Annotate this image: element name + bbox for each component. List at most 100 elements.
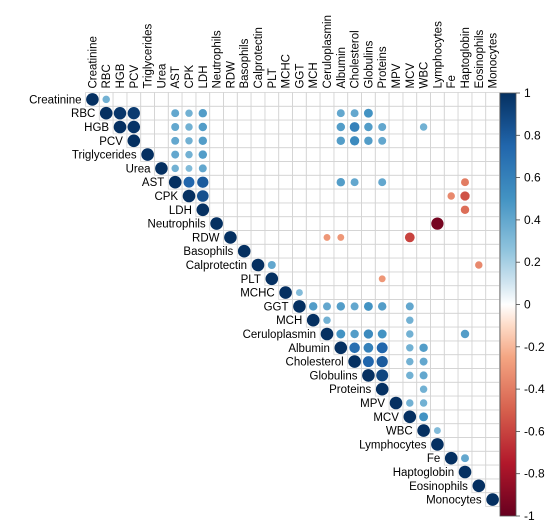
grid-cell [430, 285, 445, 300]
grid-cell [181, 92, 197, 107]
grid-cell [430, 257, 445, 273]
corr-circle-ggt-ggt [293, 300, 306, 313]
grid-cell [319, 188, 335, 204]
row-label-lymphocytes: Lymphocytes [359, 439, 427, 451]
corr-circle-lymphocytes-lymphocytes [431, 438, 444, 451]
grid-cell [305, 161, 321, 176]
corr-circle-mchc-ggt [295, 289, 303, 297]
grid-cell [140, 92, 155, 107]
grid-cell [443, 271, 459, 287]
grid-cell [374, 105, 390, 121]
row-label-fe: Fe [427, 453, 440, 465]
grid-cell [250, 243, 266, 259]
grid-cell [416, 216, 431, 231]
corr-circle-urea-cpk [185, 164, 193, 172]
grid-cell [388, 326, 404, 342]
corr-circle-rbc-rbc [99, 106, 113, 120]
row-label-mcv: MCV [373, 412, 399, 424]
grid-cell [223, 216, 238, 231]
grid-cell [112, 92, 128, 107]
grid-cell [416, 326, 431, 342]
row-label-urea: Urea [126, 163, 152, 175]
corr-circle-proteins-proteins [375, 382, 389, 396]
grid-cell [292, 92, 307, 107]
grid-cell [333, 312, 349, 328]
grid-cell [374, 92, 390, 107]
corr-circle-pcv-albumin [336, 136, 346, 146]
colorbar-tick-label: 1 [524, 86, 531, 100]
grid-cell [430, 161, 445, 176]
corr-circle-calprotectin-plt [267, 261, 276, 269]
row-label-monocytes: Monocytes [426, 495, 482, 507]
grid-cell [140, 119, 155, 135]
grid-cell [457, 147, 473, 162]
corr-circle-pcv-pcv [127, 134, 141, 148]
grid-cell [319, 243, 335, 259]
grid-cell [209, 147, 224, 162]
grid-cell [443, 409, 459, 425]
grid-cell [236, 230, 252, 245]
corr-circle-pcv-proteins [378, 136, 387, 145]
corr-circle-hgb-ldh [198, 122, 208, 132]
grid-cell [278, 161, 293, 176]
grid-cell [292, 147, 307, 162]
grid-cell [209, 92, 224, 107]
row-label-cholesterol: Cholesterol [286, 357, 344, 369]
grid-cell [402, 174, 418, 190]
grid-cell [305, 285, 321, 300]
col-label-hgb: HGB [115, 63, 127, 88]
grid-cell [264, 174, 280, 190]
grid-cell [388, 243, 404, 259]
grid-cell [209, 174, 224, 190]
grid-cell [195, 92, 211, 107]
corr-circle-hgb-ast [171, 123, 180, 131]
grid-cell [402, 271, 418, 287]
grid-cell [374, 202, 390, 218]
grid-cell [361, 230, 376, 245]
grid-cell [264, 147, 280, 162]
grid-cell [361, 92, 376, 107]
col-label-albumin: Albumin [336, 47, 348, 89]
grid-cell [361, 188, 376, 204]
grid-cell [250, 216, 266, 231]
colorbar-tick-label: -0.6 [524, 424, 545, 438]
grid-cell [430, 133, 445, 149]
corr-circle-hgb-globulins [364, 122, 373, 132]
grid-cell [430, 105, 445, 121]
grid-cell [319, 133, 335, 149]
grid-cell [388, 230, 404, 245]
grid-cell [485, 312, 500, 328]
grid-cell [388, 188, 404, 204]
row-label-plt: PLT [241, 274, 261, 286]
grid-cell [347, 257, 362, 273]
grid-cell [333, 92, 349, 107]
corr-circle-neutrophils-lymphocytes [431, 217, 444, 230]
grid-cell [430, 409, 445, 425]
grid-cell [305, 230, 321, 245]
grid-cell [374, 188, 390, 204]
grid-cell [361, 285, 376, 300]
corr-circle-cholesterol-cholesterol [348, 355, 361, 368]
corr-circle-albumin-cholesterol [349, 342, 360, 354]
corr-circle-hgb-proteins [378, 123, 387, 131]
grid-cell [319, 105, 335, 121]
grid-cell [347, 161, 362, 176]
colorbar-tick-label: 0.8 [524, 128, 541, 142]
corr-circle-basophils-basophils [237, 244, 251, 258]
grid-cell [402, 243, 418, 259]
corr-circle-pcv-ast [171, 136, 180, 145]
grid-cell [154, 105, 169, 121]
grid-cell [485, 368, 500, 383]
row-label-ggt: GGT [264, 301, 289, 313]
grid-cell [223, 174, 238, 190]
grid-cell [154, 119, 169, 135]
colorbar-tick-label: 0.4 [524, 213, 541, 227]
grid-cell [278, 133, 293, 149]
grid-cell [209, 133, 224, 149]
grid-cell [347, 243, 362, 259]
row-label-ldh: LDH [169, 205, 192, 217]
grid-cell [278, 92, 293, 107]
grid-cell [430, 119, 445, 135]
corr-circle-mpv-mcv [406, 399, 414, 407]
grid-cell [416, 202, 431, 218]
